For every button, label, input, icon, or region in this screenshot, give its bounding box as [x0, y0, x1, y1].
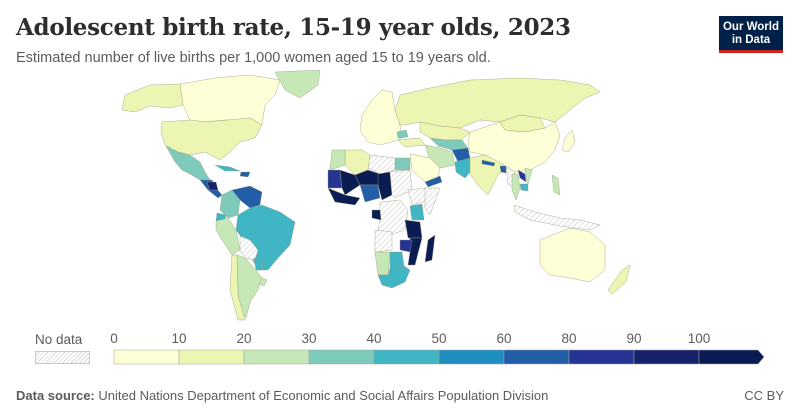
country-laos[interactable] [517, 169, 527, 183]
country-west-africa-coast[interactable] [327, 187, 361, 206]
country-canada[interactable] [179, 74, 281, 126]
country-mauritania[interactable] [327, 169, 343, 189]
country-gabon-equatorial-guinea[interactable] [371, 209, 382, 221]
logo-line-2: in Data [731, 34, 771, 46]
color-legend: 0 10 20 30 40 50 60 80 90 100 [110, 331, 765, 365]
country-south-africa[interactable] [377, 265, 411, 289]
country-cuba[interactable] [214, 164, 241, 172]
country-namibia[interactable] [374, 251, 391, 276]
legend-bin-20-30[interactable] [243, 349, 310, 365]
legend-tick-label: 20 [236, 331, 251, 346]
country-dominican-republic[interactable] [239, 171, 251, 178]
legend-bin-60-80[interactable] [503, 349, 570, 365]
legend-tick-label: 100 [688, 331, 711, 346]
country-dr-congo[interactable] [377, 199, 409, 236]
country-philippines[interactable] [551, 174, 561, 196]
legend-tick-label: 80 [561, 331, 576, 346]
country-chad[interactable] [377, 171, 393, 201]
legend-bin-80-90[interactable] [568, 349, 635, 365]
country-angola[interactable] [374, 229, 393, 253]
country-greenland[interactable] [274, 70, 321, 99]
country-kenya[interactable] [409, 203, 425, 221]
country-paraguay[interactable] [253, 257, 264, 271]
legend-bin-100-plus[interactable] [698, 349, 765, 365]
legend-bin-40-50[interactable] [373, 349, 440, 365]
country-mali[interactable] [339, 169, 361, 196]
country-pakistan[interactable] [454, 157, 473, 179]
country-thailand[interactable] [511, 173, 521, 201]
country-madagascar[interactable] [424, 234, 436, 263]
legend-tick-label: 50 [431, 331, 446, 346]
chart-subtitle: Estimated number of live births per 1,00… [16, 50, 491, 66]
country-indonesia[interactable] [513, 204, 601, 231]
country-romania[interactable] [396, 129, 409, 139]
country-western-europe[interactable] [359, 89, 403, 146]
country-nepal[interactable] [481, 159, 496, 167]
country-chile[interactable] [229, 254, 246, 321]
country-morocco[interactable] [329, 149, 346, 171]
world-map [121, 70, 631, 321]
country-malawi-zambia[interactable] [399, 239, 413, 253]
country-nicaragua[interactable] [206, 181, 219, 191]
country-mongolia[interactable] [499, 114, 546, 133]
country-united-states[interactable] [160, 117, 263, 161]
data-source: Data source: United Nations Department o… [16, 388, 548, 403]
country-uruguay[interactable] [258, 277, 268, 287]
country-yemen[interactable] [424, 175, 443, 188]
legend-bin-10-20[interactable] [178, 349, 245, 365]
country-egypt[interactable] [394, 157, 411, 171]
country-somalia[interactable] [424, 187, 441, 216]
legend-bin-90-100[interactable] [633, 349, 700, 365]
country-sudan[interactable] [389, 169, 413, 199]
country-botswana[interactable] [389, 251, 405, 269]
country-bangladesh[interactable] [499, 165, 507, 174]
legend-no-data-label: No data [35, 332, 83, 347]
legend-tick-label: 10 [171, 331, 186, 346]
logo-line-1: Our World [722, 21, 779, 33]
legend-bin-50-60[interactable] [438, 349, 505, 365]
legend-tick-label: 40 [366, 331, 381, 346]
legend-tick-label: 30 [301, 331, 316, 346]
license-link[interactable]: CC BY [744, 388, 784, 403]
country-nigeria[interactable] [359, 184, 381, 203]
legend-tick-label: 90 [626, 331, 641, 346]
country-new-zealand[interactable] [607, 264, 631, 295]
country-peru[interactable] [215, 217, 241, 256]
country-cambodia[interactable] [519, 183, 529, 192]
country-vietnam[interactable] [524, 167, 533, 185]
country-japan[interactable] [561, 129, 576, 153]
data-source-text[interactable]: United Nations Department of Economic an… [98, 388, 549, 403]
country-turkey[interactable] [397, 137, 426, 148]
legend-bin-30-40[interactable] [308, 349, 375, 365]
legend-no-data-swatch [35, 351, 90, 364]
owid-logo[interactable]: Our World in Data [719, 16, 783, 53]
country-russia[interactable] [394, 77, 601, 129]
legend-tick-label: 0 [110, 331, 118, 346]
country-australia[interactable] [539, 227, 606, 283]
legend-tick-label: 60 [496, 331, 511, 346]
country-tanzania[interactable] [404, 219, 423, 239]
data-source-label: Data source: [16, 388, 95, 403]
country-alaska-usa[interactable] [121, 83, 184, 113]
legend-bin-0-10[interactable] [113, 349, 180, 365]
chart-title: Adolescent birth rate, 15-19 year olds, … [16, 14, 571, 41]
